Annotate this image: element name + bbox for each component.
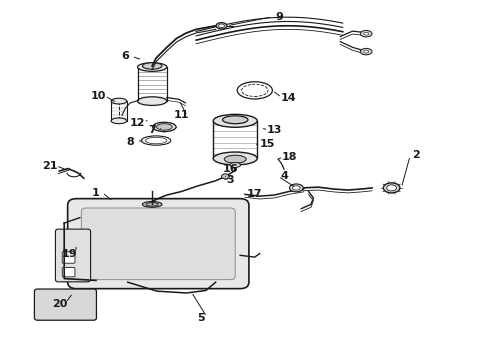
- Ellipse shape: [364, 32, 368, 35]
- Ellipse shape: [143, 63, 162, 69]
- Ellipse shape: [213, 114, 257, 127]
- FancyBboxPatch shape: [62, 252, 75, 263]
- Text: 3: 3: [226, 175, 234, 185]
- Ellipse shape: [222, 116, 248, 124]
- Ellipse shape: [111, 118, 127, 124]
- FancyBboxPatch shape: [68, 199, 249, 289]
- Text: 14: 14: [281, 93, 297, 103]
- Ellipse shape: [153, 122, 176, 132]
- Text: 1: 1: [92, 188, 100, 198]
- Ellipse shape: [111, 98, 127, 104]
- Ellipse shape: [290, 184, 303, 192]
- Text: 4: 4: [280, 171, 288, 181]
- Text: 10: 10: [91, 91, 106, 101]
- Text: 13: 13: [267, 125, 282, 135]
- Text: 2: 2: [412, 150, 420, 160]
- Ellipse shape: [138, 97, 167, 105]
- Text: 20: 20: [51, 299, 67, 309]
- Text: 12: 12: [130, 118, 145, 128]
- Ellipse shape: [293, 186, 300, 190]
- FancyBboxPatch shape: [81, 208, 235, 280]
- FancyBboxPatch shape: [34, 289, 97, 320]
- Ellipse shape: [360, 48, 372, 55]
- Text: 21: 21: [42, 161, 57, 171]
- FancyBboxPatch shape: [62, 267, 75, 277]
- Ellipse shape: [157, 124, 172, 130]
- Text: 11: 11: [174, 111, 189, 121]
- Text: 9: 9: [275, 12, 283, 22]
- Text: 15: 15: [259, 139, 275, 149]
- Ellipse shape: [383, 183, 400, 193]
- Text: 19: 19: [61, 248, 77, 258]
- Ellipse shape: [219, 24, 224, 28]
- Text: 17: 17: [247, 189, 263, 199]
- Text: 18: 18: [281, 152, 297, 162]
- Text: 6: 6: [122, 51, 129, 61]
- FancyBboxPatch shape: [55, 229, 91, 282]
- Text: 16: 16: [222, 164, 238, 174]
- Text: 8: 8: [126, 138, 134, 147]
- Ellipse shape: [216, 23, 227, 29]
- Ellipse shape: [224, 155, 246, 163]
- Ellipse shape: [221, 174, 229, 179]
- Text: 7: 7: [148, 125, 156, 135]
- Ellipse shape: [146, 203, 158, 206]
- Ellipse shape: [213, 152, 257, 165]
- Ellipse shape: [364, 50, 368, 53]
- Text: 5: 5: [197, 313, 205, 323]
- Ellipse shape: [230, 162, 241, 167]
- Ellipse shape: [360, 31, 372, 37]
- Ellipse shape: [138, 63, 167, 71]
- Ellipse shape: [143, 202, 162, 207]
- Ellipse shape: [387, 185, 396, 191]
